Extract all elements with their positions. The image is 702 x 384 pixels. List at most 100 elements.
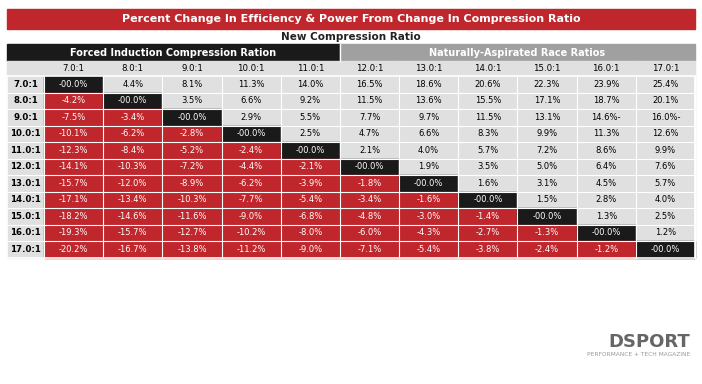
Bar: [162, 61, 222, 76]
Bar: [340, 192, 399, 208]
Bar: [7, 175, 44, 192]
Text: 2.9%: 2.9%: [241, 113, 262, 122]
Bar: [517, 126, 576, 142]
Bar: [281, 192, 340, 208]
Bar: [636, 159, 695, 175]
Text: 11.3%: 11.3%: [593, 129, 619, 138]
Bar: [576, 76, 636, 93]
Text: Naturally-Aspirated Race Ratios: Naturally-Aspirated Race Ratios: [430, 48, 606, 58]
Bar: [281, 142, 340, 159]
Bar: [399, 208, 458, 225]
Bar: [636, 126, 695, 142]
Text: 4.5%: 4.5%: [596, 179, 617, 188]
Text: 4.7%: 4.7%: [359, 129, 380, 138]
Bar: [103, 241, 162, 258]
Text: -7.5%: -7.5%: [62, 113, 86, 122]
Bar: [281, 61, 340, 76]
Bar: [517, 93, 576, 109]
Text: -9.0%: -9.0%: [298, 245, 322, 254]
Bar: [636, 61, 695, 76]
Bar: [517, 241, 576, 258]
Bar: [458, 208, 517, 225]
Bar: [44, 175, 103, 192]
Text: -3.4%: -3.4%: [121, 113, 145, 122]
Bar: [222, 241, 281, 258]
Bar: [458, 175, 517, 192]
Text: PERFORMANCE + TECH MAGAZINE: PERFORMANCE + TECH MAGAZINE: [587, 351, 690, 356]
Text: 6.4%: 6.4%: [595, 162, 617, 171]
Text: -00.0%: -00.0%: [414, 179, 444, 188]
Bar: [636, 93, 695, 109]
Bar: [281, 93, 340, 109]
Bar: [7, 241, 44, 258]
Text: 4.0%: 4.0%: [418, 146, 439, 155]
Text: -00.0%: -00.0%: [355, 162, 384, 171]
Bar: [7, 126, 44, 142]
Bar: [458, 109, 517, 126]
Bar: [162, 208, 222, 225]
Bar: [44, 225, 103, 241]
Bar: [636, 142, 695, 159]
Bar: [458, 241, 517, 258]
Text: 9.0:1: 9.0:1: [181, 64, 203, 73]
Text: 2.5%: 2.5%: [655, 212, 676, 221]
Text: 5.7%: 5.7%: [477, 146, 498, 155]
Text: 9.7%: 9.7%: [418, 113, 439, 122]
Bar: [340, 109, 399, 126]
Text: -1.2%: -1.2%: [594, 245, 618, 254]
Text: 8.0:1: 8.0:1: [121, 64, 144, 73]
Text: 1.6%: 1.6%: [477, 179, 498, 188]
Text: -00.0%: -00.0%: [237, 129, 266, 138]
Text: 2.1%: 2.1%: [359, 146, 380, 155]
Text: -7.1%: -7.1%: [357, 245, 382, 254]
Bar: [399, 142, 458, 159]
Text: 9.0:1: 9.0:1: [13, 113, 38, 122]
Bar: [458, 93, 517, 109]
Bar: [44, 126, 103, 142]
Text: 1.2%: 1.2%: [655, 228, 676, 237]
Text: -1.4%: -1.4%: [476, 212, 500, 221]
Text: 1.5%: 1.5%: [536, 195, 557, 204]
Text: -19.3%: -19.3%: [59, 228, 88, 237]
Text: 7.7%: 7.7%: [359, 113, 380, 122]
Bar: [103, 142, 162, 159]
Text: -11.2%: -11.2%: [237, 245, 266, 254]
Text: -10.3%: -10.3%: [177, 195, 206, 204]
Bar: [576, 126, 636, 142]
Bar: [222, 175, 281, 192]
Text: 3.5%: 3.5%: [477, 162, 498, 171]
Text: -3.4%: -3.4%: [357, 195, 382, 204]
Text: -12.7%: -12.7%: [177, 228, 206, 237]
Text: -3.0%: -3.0%: [416, 212, 441, 221]
Bar: [576, 225, 636, 241]
Bar: [162, 159, 222, 175]
Text: -15.7%: -15.7%: [118, 228, 147, 237]
Bar: [7, 208, 44, 225]
Text: 4.4%: 4.4%: [122, 80, 143, 89]
Text: -18.2%: -18.2%: [59, 212, 88, 221]
Bar: [399, 76, 458, 93]
Bar: [7, 76, 44, 93]
Text: -10.2%: -10.2%: [237, 228, 266, 237]
Text: -00.0%: -00.0%: [592, 228, 621, 237]
Text: -4.2%: -4.2%: [62, 96, 86, 105]
Text: 12.0:1: 12.0:1: [356, 64, 383, 73]
Text: 9.9%: 9.9%: [536, 129, 557, 138]
Text: 18.7%: 18.7%: [593, 96, 620, 105]
Bar: [576, 241, 636, 258]
Text: -11.6%: -11.6%: [177, 212, 206, 221]
Bar: [162, 93, 222, 109]
Bar: [281, 208, 340, 225]
Bar: [162, 126, 222, 142]
Bar: [576, 142, 636, 159]
Bar: [281, 126, 340, 142]
Bar: [576, 159, 636, 175]
Bar: [222, 159, 281, 175]
Text: -6.2%: -6.2%: [239, 179, 263, 188]
Bar: [399, 159, 458, 175]
Bar: [517, 175, 576, 192]
Text: 3.5%: 3.5%: [181, 96, 203, 105]
Text: DSPORT: DSPORT: [608, 333, 690, 351]
Bar: [44, 109, 103, 126]
Bar: [44, 61, 103, 76]
